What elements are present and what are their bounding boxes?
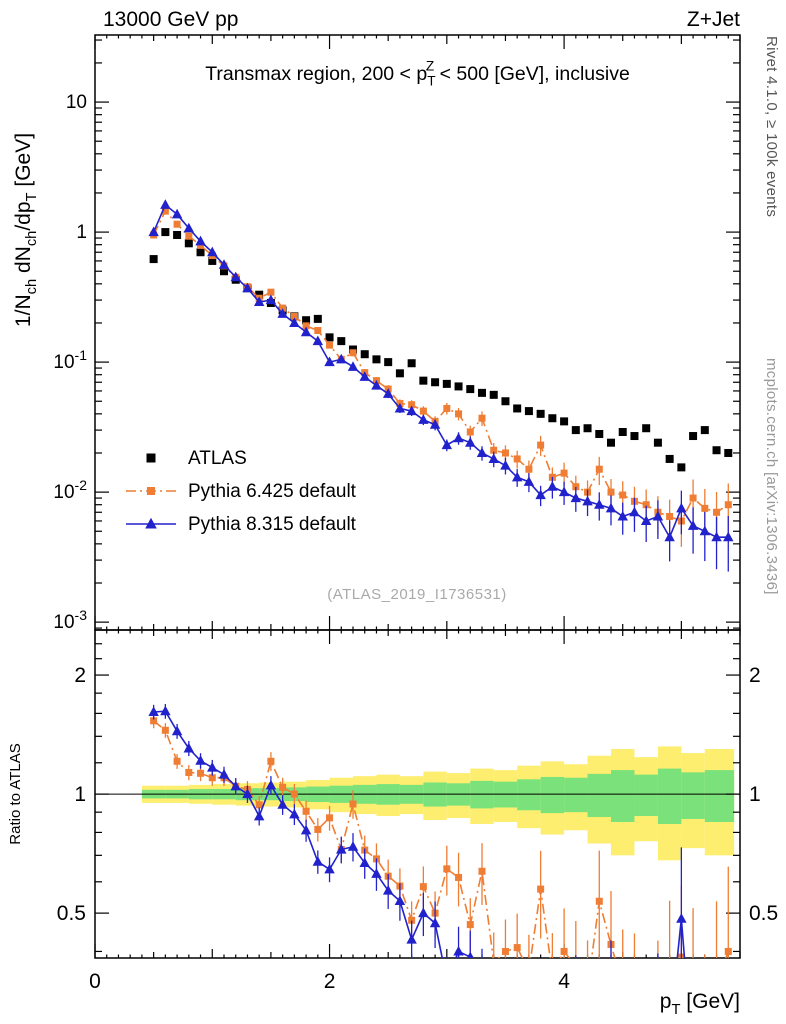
svg-text:0.5: 0.5 bbox=[749, 902, 778, 925]
svg-text:2: 2 bbox=[749, 664, 761, 687]
legend-label: Pythia 6.425 default bbox=[188, 481, 357, 502]
svg-text:4: 4 bbox=[558, 970, 570, 993]
svg-text:2: 2 bbox=[324, 970, 336, 993]
beam-energy-label: 13000 GeV pp bbox=[103, 8, 239, 31]
y-axis-label-main: 1/Nch dNch/dpT [GeV] bbox=[12, 133, 40, 327]
svg-text:10-3: 10-3 bbox=[53, 607, 87, 633]
svg-text:10-1: 10-1 bbox=[53, 347, 87, 373]
series-atlas bbox=[149, 228, 733, 472]
svg-text:10-2: 10-2 bbox=[53, 477, 87, 503]
x-axis-label: pT [GeV] bbox=[660, 990, 740, 1018]
plot-title: Transmax region, 200 < pTZ < 500 [GeV], … bbox=[205, 58, 630, 88]
y-axis-label-ratio: Ratio to ATLAS bbox=[7, 743, 24, 844]
main-panel-frame bbox=[94, 34, 741, 631]
ratio-uncertainty-bands bbox=[141, 746, 735, 861]
axis-tick-labels: 10-3 10-2 10-1 1 10 0.5 0.5 1 1 2 2 0 2 4 bbox=[53, 92, 778, 993]
process-label: Z+Jet bbox=[686, 8, 740, 31]
legend-label: ATLAS bbox=[188, 448, 247, 469]
mcplots-attribution-note: mcplots.cern.ch [arXiv:1306.3436] bbox=[763, 358, 780, 595]
ratio-series-pythia-8-315-default bbox=[148, 704, 687, 958]
legend: ATLAS Pythia 6.425 default Pythia 8.315 de… bbox=[126, 448, 357, 535]
svg-text:1: 1 bbox=[74, 783, 86, 806]
ratio-panel-frame bbox=[94, 629, 741, 959]
svg-text:0.5: 0.5 bbox=[57, 902, 86, 925]
series-pythia-8-315-default bbox=[148, 199, 734, 572]
analysis-id-watermark: (ATLAS_2019_I1736531) bbox=[327, 586, 507, 603]
rivet-version-note: Rivet 4.1.0, ≥ 100k events bbox=[763, 36, 780, 218]
svg-text:1: 1 bbox=[749, 783, 761, 806]
svg-text:1: 1 bbox=[76, 222, 87, 243]
legend-label: Pythia 8.315 default bbox=[188, 514, 357, 535]
svg-text:10: 10 bbox=[66, 92, 87, 113]
svg-text:0: 0 bbox=[89, 970, 101, 993]
svg-text:2: 2 bbox=[74, 664, 86, 687]
